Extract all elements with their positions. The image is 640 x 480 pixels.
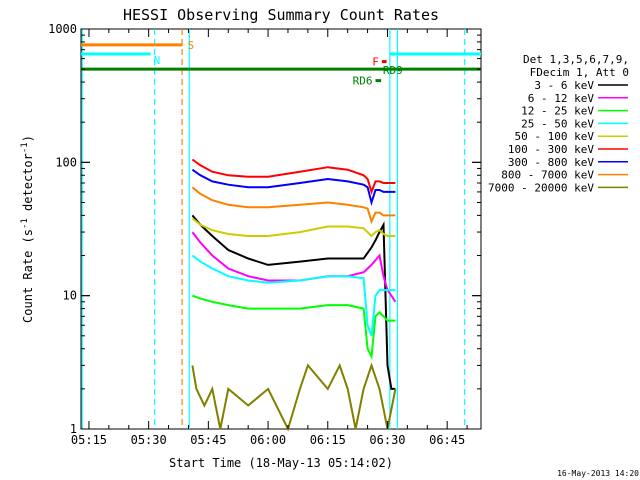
legend: Det 1,3,5,6,7,9, FDecim 1, Att 0 3 - 6 k…	[488, 53, 629, 194]
legend-entry-label: 3 - 6 keV	[534, 79, 594, 92]
legend-entry-label: 50 - 100 keV	[515, 130, 595, 143]
y-tick-label: 100	[55, 155, 77, 169]
flag-label: N	[154, 54, 161, 67]
y-axis-label: Count Rate (s-1 detector-1)	[20, 135, 35, 323]
flag-bars: S N F RD9 RD6	[81, 39, 481, 88]
flag-label: S	[187, 39, 194, 52]
x-tick-label: 06:00	[250, 433, 286, 447]
y-tick-label: 1	[70, 422, 77, 436]
legend-entry-label: 100 - 300 keV	[508, 143, 594, 156]
legend-header-line-1: Det 1,3,5,6,7,9,	[523, 53, 629, 66]
legend-entry-label: 25 - 50 keV	[521, 117, 594, 130]
flag-label: RD9	[383, 64, 403, 77]
y-tick-label: 1000	[48, 22, 77, 36]
x-axis-label: Start Time (18-May-13 05:14:02)	[169, 456, 393, 470]
legend-entry-label: 6 - 12 keV	[528, 92, 595, 105]
series-line	[191, 214, 396, 390]
x-tick-label: 05:30	[131, 433, 167, 447]
legend-entry-label: 300 - 800 keV	[508, 156, 594, 169]
y-axis-label-suffix: )	[21, 135, 35, 142]
x-axis-ticks: 05:15 05:30 05:45 06:00 06:15 06:30 06:45	[71, 29, 468, 447]
y-axis-label-sup2: -1	[20, 142, 30, 153]
flag-label: RD6	[353, 75, 373, 88]
x-tick-label: 06:45	[429, 433, 465, 447]
series-lines	[191, 158, 397, 432]
series-line	[191, 186, 396, 225]
creation-timestamp: 16-May-2013 14:20	[557, 469, 639, 478]
y-axis-label-mid: detector	[21, 153, 35, 218]
x-tick-label: 05:45	[190, 433, 226, 447]
series-line	[191, 158, 396, 195]
legend-header-line-2: FDecim 1, Att 0	[530, 66, 629, 79]
series-line	[191, 168, 396, 207]
chart-title: HESSI Observing Summary Count Rates	[123, 6, 439, 24]
y-axis-ticks: 1 10 100 1000	[48, 22, 481, 436]
legend-entry-label: 7000 - 20000 keV	[488, 181, 594, 194]
legend-entry-label: 12 - 25 keV	[521, 105, 594, 118]
legend-entry-label: 800 - 7000 keV	[501, 169, 594, 182]
x-tick-label: 06:30	[369, 433, 405, 447]
series-line	[191, 217, 396, 238]
y-axis-label-sup1: -1	[20, 218, 30, 229]
plot-frame	[80, 28, 482, 430]
series-line	[192, 294, 396, 361]
y-axis-label-prefix: Count Rate (s	[21, 229, 35, 323]
series-line	[191, 254, 396, 337]
x-tick-label: 06:15	[310, 433, 346, 447]
x-tick-label: 05:15	[71, 433, 107, 447]
flag-label: F	[372, 56, 379, 69]
y-tick-label: 10	[63, 289, 77, 303]
vertical-markers	[81, 29, 466, 429]
series-line	[191, 362, 397, 432]
